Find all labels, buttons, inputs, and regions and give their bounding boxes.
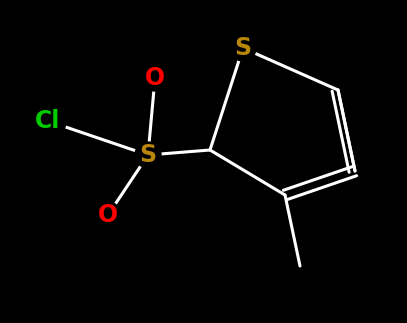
Text: S: S [140, 143, 157, 167]
Text: S: S [234, 36, 252, 60]
Circle shape [135, 142, 161, 168]
Circle shape [30, 103, 66, 139]
Text: O: O [145, 66, 165, 90]
Circle shape [142, 65, 168, 91]
Text: Cl: Cl [35, 109, 61, 133]
Circle shape [230, 35, 256, 61]
Circle shape [95, 202, 121, 228]
Text: O: O [98, 203, 118, 227]
